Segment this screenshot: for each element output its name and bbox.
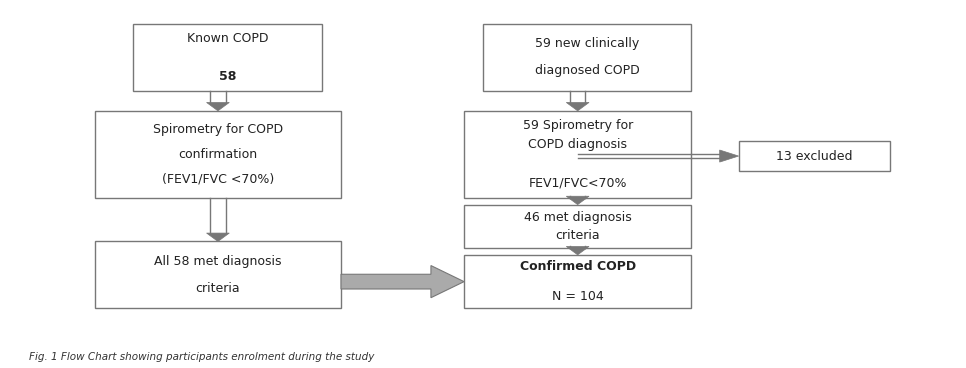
Text: Spirometry for COPD: Spirometry for COPD	[153, 123, 283, 136]
Text: Fig. 1 Flow Chart showing participants enrolment during the study: Fig. 1 Flow Chart showing participants e…	[29, 352, 374, 362]
Text: FEV1/FVC<70%: FEV1/FVC<70%	[528, 177, 627, 190]
FancyBboxPatch shape	[132, 24, 322, 91]
FancyBboxPatch shape	[483, 24, 692, 91]
Polygon shape	[207, 102, 229, 111]
Text: 59 Spirometry for: 59 Spirometry for	[523, 119, 633, 132]
Text: confirmation: confirmation	[179, 148, 258, 161]
Text: N = 104: N = 104	[552, 290, 604, 304]
Text: (FEV1/FVC <70%): (FEV1/FVC <70%)	[161, 173, 274, 186]
Polygon shape	[566, 102, 589, 111]
Polygon shape	[207, 233, 229, 241]
Text: 58: 58	[218, 70, 236, 83]
FancyBboxPatch shape	[95, 241, 341, 308]
Polygon shape	[720, 150, 739, 162]
Text: 46 met diagnosis: 46 met diagnosis	[524, 211, 632, 224]
Text: criteria: criteria	[555, 229, 600, 241]
Text: 59 new clinically: 59 new clinically	[535, 38, 639, 50]
FancyBboxPatch shape	[464, 111, 692, 198]
Text: diagnosed COPD: diagnosed COPD	[535, 64, 639, 77]
Text: COPD diagnosis: COPD diagnosis	[528, 138, 627, 151]
FancyBboxPatch shape	[739, 141, 890, 171]
FancyBboxPatch shape	[464, 205, 692, 248]
Text: Confirmed COPD: Confirmed COPD	[520, 260, 636, 273]
FancyBboxPatch shape	[95, 111, 341, 198]
Polygon shape	[566, 247, 589, 255]
Text: Known COPD: Known COPD	[186, 32, 269, 45]
Text: All 58 met diagnosis: All 58 met diagnosis	[155, 255, 282, 268]
Polygon shape	[341, 266, 464, 298]
FancyBboxPatch shape	[464, 255, 692, 308]
Text: criteria: criteria	[196, 282, 241, 295]
Polygon shape	[566, 196, 589, 205]
Text: 13 excluded: 13 excluded	[776, 149, 853, 163]
